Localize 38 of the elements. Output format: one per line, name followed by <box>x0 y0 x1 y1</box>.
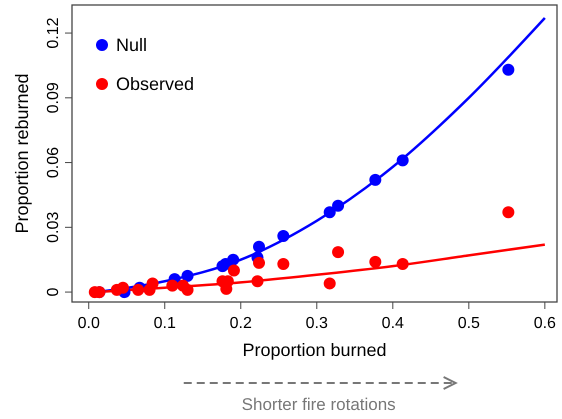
point <box>251 275 264 288</box>
point <box>182 284 194 296</box>
y-axis-title: Proportion reburned <box>12 73 32 234</box>
x-tick-label: 0.2 <box>230 315 252 332</box>
text: Shorter fire rotations <box>242 395 396 414</box>
y-tick-label: 0.06 <box>45 146 62 178</box>
point <box>502 64 514 76</box>
point <box>369 256 382 268</box>
point <box>332 246 344 258</box>
x-axis-title: Proportion burned <box>242 340 387 360</box>
point <box>253 240 266 253</box>
point <box>324 206 336 218</box>
y-tick-label: 0.03 <box>45 212 62 243</box>
y-tick-label: 0.12 <box>45 17 62 49</box>
point <box>228 264 240 276</box>
point <box>396 258 409 270</box>
point <box>396 154 409 166</box>
point <box>277 258 290 270</box>
point <box>277 230 290 242</box>
point <box>324 277 336 290</box>
point <box>369 174 382 186</box>
point <box>116 282 129 294</box>
y-tick-label: 0 <box>45 288 62 297</box>
point <box>502 206 514 218</box>
legend-label: Null <box>116 35 148 55</box>
x-tick-label: 0.4 <box>382 315 404 332</box>
x-tick-label: 0.5 <box>458 315 480 332</box>
x-tick-label: 0.3 <box>306 315 328 332</box>
point <box>227 254 240 266</box>
legend-label: Observed <box>116 74 194 94</box>
x-tick-label: 0.1 <box>154 315 176 332</box>
x-tick-label: 0.0 <box>78 315 100 332</box>
point <box>253 256 266 269</box>
y-tick-label: 0.09 <box>45 82 62 114</box>
point <box>332 200 344 212</box>
x-tick-label: 0.6 <box>534 315 556 332</box>
point <box>182 270 194 282</box>
point <box>166 280 178 292</box>
